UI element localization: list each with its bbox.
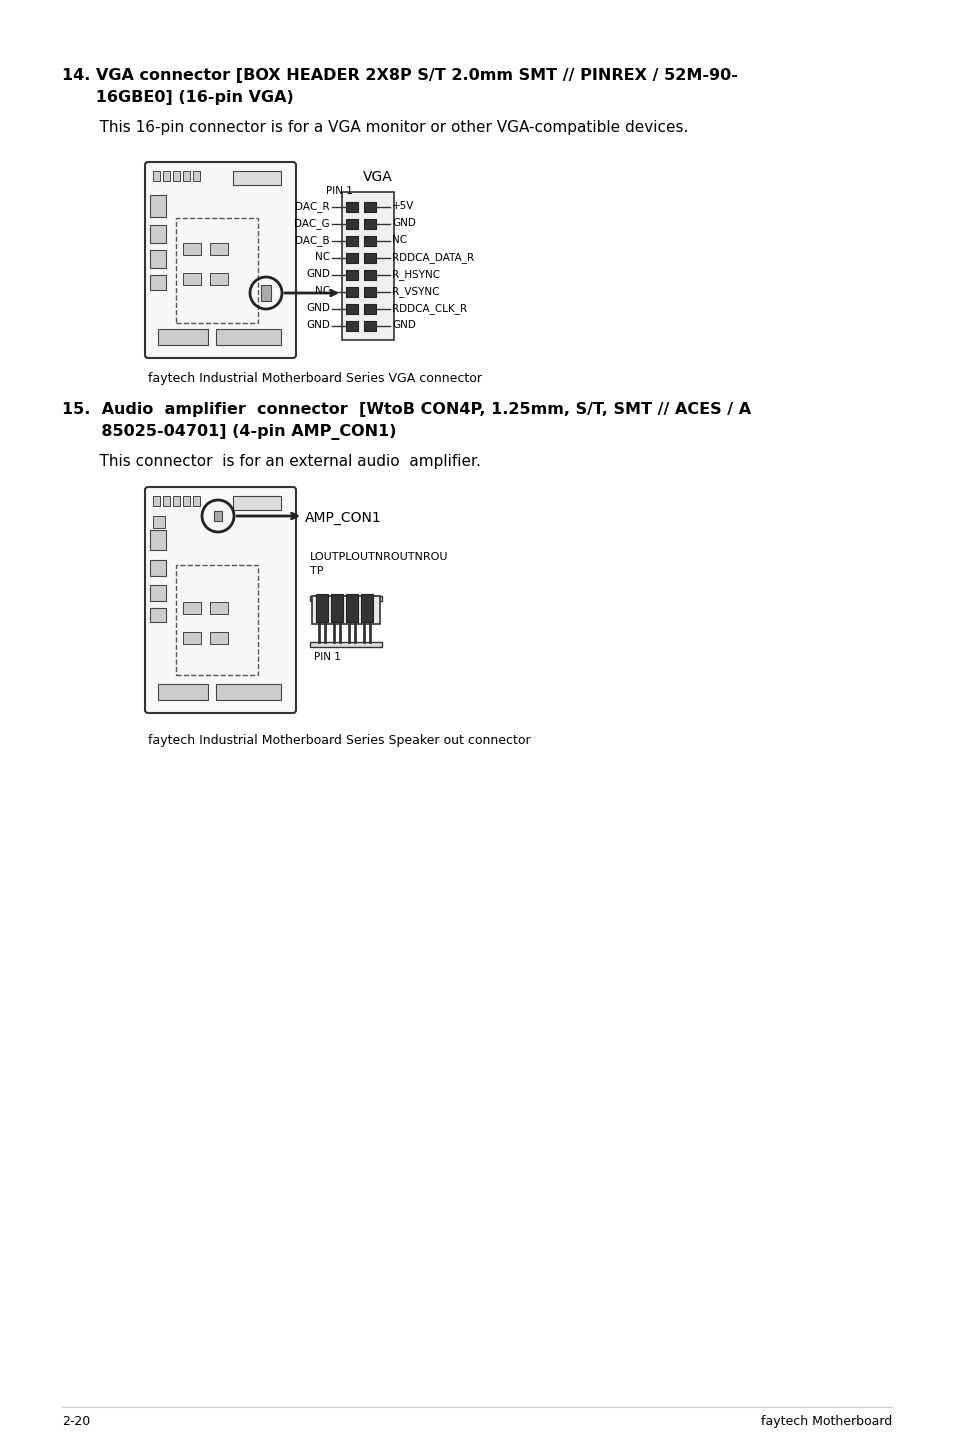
Bar: [210, 243, 228, 255]
Bar: [210, 273, 228, 285]
Text: NC: NC: [392, 235, 407, 245]
Bar: [261, 285, 271, 301]
Bar: [163, 496, 170, 507]
Text: This connector  is for an external audio  amplifier.: This connector is for an external audio …: [80, 453, 480, 469]
Bar: [152, 517, 165, 528]
Bar: [150, 586, 166, 602]
Bar: [312, 596, 379, 625]
Bar: [233, 171, 281, 186]
Bar: [193, 171, 200, 181]
Text: GND: GND: [392, 319, 416, 330]
Bar: [183, 602, 201, 614]
Bar: [163, 171, 170, 181]
Text: faytech Motherboard: faytech Motherboard: [760, 1415, 891, 1427]
Bar: [346, 201, 357, 212]
Bar: [364, 271, 375, 281]
Text: PIN 1: PIN 1: [326, 186, 353, 196]
Bar: [364, 321, 375, 331]
Bar: [310, 642, 381, 648]
Text: 14. VGA connector [BOX HEADER 2X8P S/T 2.0mm SMT // PINREX / 52M-90-: 14. VGA connector [BOX HEADER 2X8P S/T 2…: [62, 68, 737, 83]
Bar: [172, 171, 180, 181]
Bar: [364, 236, 375, 246]
Text: DAC_B: DAC_B: [295, 235, 330, 246]
Bar: [346, 219, 357, 229]
Text: GND: GND: [392, 217, 416, 227]
Bar: [150, 560, 166, 576]
Bar: [175, 217, 257, 322]
Text: VGA: VGA: [363, 170, 393, 184]
Text: LOUTPLOUTNROUTNROU: LOUTPLOUTNROUTNROU: [310, 553, 448, 563]
Bar: [183, 496, 190, 507]
Bar: [346, 271, 357, 281]
Bar: [315, 594, 328, 622]
Text: PIN 1: PIN 1: [314, 652, 340, 662]
Bar: [210, 602, 228, 614]
Bar: [346, 321, 357, 331]
Text: NC: NC: [314, 286, 330, 296]
Bar: [213, 511, 222, 521]
Text: TP: TP: [310, 566, 323, 576]
Bar: [150, 196, 166, 217]
Bar: [193, 496, 200, 507]
Bar: [150, 224, 166, 243]
Text: GND: GND: [306, 304, 330, 314]
Bar: [152, 496, 160, 507]
Text: NC: NC: [314, 252, 330, 262]
Bar: [150, 275, 166, 291]
Bar: [364, 286, 375, 296]
Bar: [150, 530, 166, 550]
Bar: [331, 594, 343, 622]
Bar: [310, 596, 381, 602]
Bar: [183, 273, 201, 285]
FancyBboxPatch shape: [145, 486, 295, 712]
Bar: [158, 330, 208, 345]
Bar: [150, 250, 166, 268]
Text: R_HSYNC: R_HSYNC: [392, 269, 439, 281]
Text: faytech Industrial Motherboard Series Speaker out connector: faytech Industrial Motherboard Series Sp…: [148, 734, 530, 747]
Bar: [233, 496, 281, 509]
Bar: [364, 201, 375, 212]
Bar: [215, 330, 281, 345]
Text: RDDCA_DATA_R: RDDCA_DATA_R: [392, 252, 474, 263]
Bar: [183, 632, 201, 645]
Text: 2-20: 2-20: [62, 1415, 91, 1427]
Bar: [150, 609, 166, 622]
Bar: [175, 566, 257, 675]
Bar: [341, 191, 394, 340]
Text: 16GBE0] (16-pin VGA): 16GBE0] (16-pin VGA): [62, 91, 294, 105]
Bar: [210, 632, 228, 645]
Text: 15.  Audio  amplifier  connector  [WtoB CON4P, 1.25mm, S/T, SMT // ACES / A: 15. Audio amplifier connector [WtoB CON4…: [62, 401, 750, 417]
Text: GND: GND: [306, 269, 330, 279]
Bar: [360, 594, 373, 622]
Bar: [215, 684, 281, 699]
Bar: [346, 286, 357, 296]
Text: DAC_G: DAC_G: [294, 217, 330, 229]
Text: RDDCA_CLK_R: RDDCA_CLK_R: [392, 304, 467, 314]
Bar: [183, 243, 201, 255]
Bar: [364, 219, 375, 229]
Text: +5V: +5V: [392, 201, 414, 212]
Text: GND: GND: [306, 319, 330, 330]
FancyBboxPatch shape: [145, 163, 295, 358]
Bar: [364, 304, 375, 314]
Text: DAC_R: DAC_R: [295, 201, 330, 212]
Bar: [346, 236, 357, 246]
Text: 85025-04701] (4-pin AMP_CON1): 85025-04701] (4-pin AMP_CON1): [62, 425, 396, 440]
Text: faytech Industrial Motherboard Series VGA connector: faytech Industrial Motherboard Series VG…: [148, 373, 481, 386]
Text: AMP_CON1: AMP_CON1: [305, 511, 381, 525]
Bar: [346, 304, 357, 314]
Bar: [346, 594, 357, 622]
Bar: [346, 253, 357, 263]
Bar: [158, 684, 208, 699]
Text: This 16-pin connector is for a VGA monitor or other VGA-compatible devices.: This 16-pin connector is for a VGA monit…: [80, 119, 688, 135]
Bar: [183, 171, 190, 181]
Bar: [172, 496, 180, 507]
Bar: [364, 253, 375, 263]
Bar: [152, 171, 160, 181]
Text: R_VSYNC: R_VSYNC: [392, 286, 439, 296]
